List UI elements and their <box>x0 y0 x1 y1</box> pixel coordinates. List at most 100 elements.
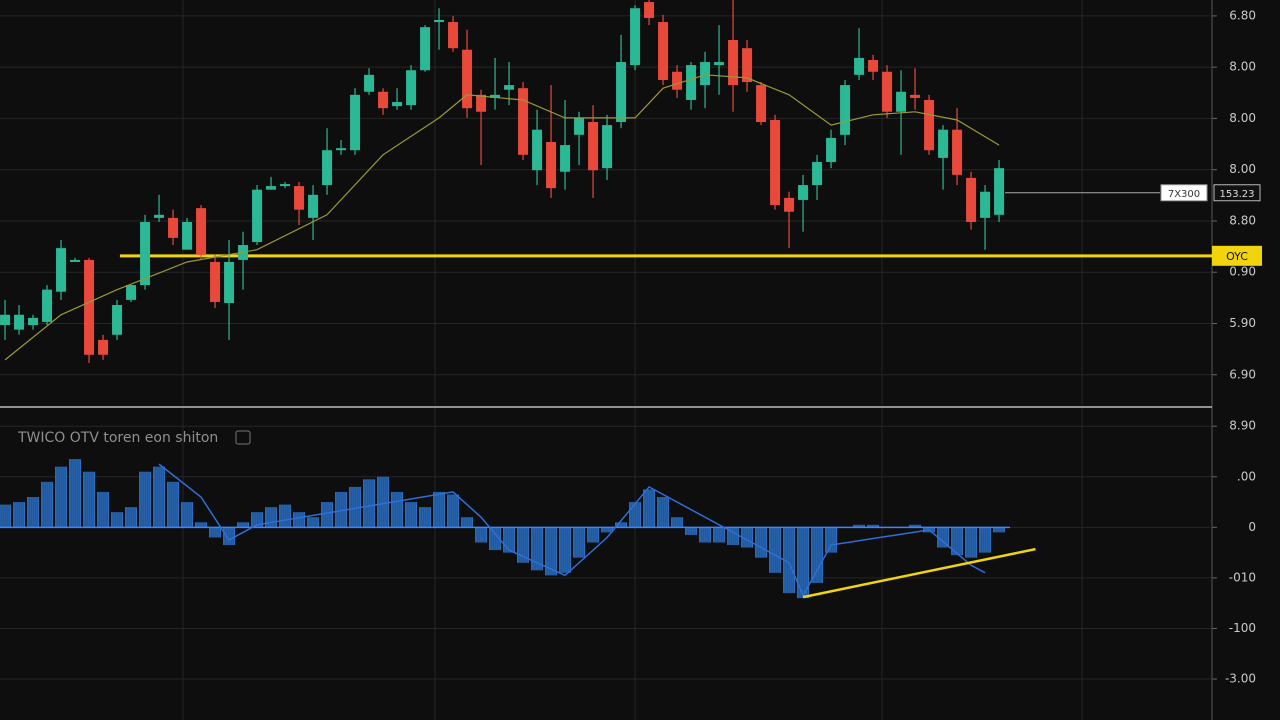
last-price-label: 7X300 <box>1168 189 1200 200</box>
candle-body <box>896 91 907 112</box>
y-tick-label: 0 <box>1248 520 1256 534</box>
candle-body <box>490 94 501 98</box>
candle-body <box>378 91 389 109</box>
y-tick-label: -010 <box>1229 570 1256 584</box>
last-price-box <box>1213 184 1261 202</box>
level-label: OYC <box>1226 250 1248 263</box>
y-tick-label: .00 <box>1237 469 1256 483</box>
candle-body <box>728 39 739 86</box>
candle-body <box>28 317 39 326</box>
candle-body <box>266 186 277 190</box>
indicator-title: TWICO OTV toren eon shiton <box>17 430 218 446</box>
candle-body <box>14 314 25 330</box>
candle-body <box>140 221 151 286</box>
y-tick-label: 5.90 <box>1229 316 1256 330</box>
candle-body <box>616 62 627 123</box>
candle-body <box>742 48 753 83</box>
candle-body <box>336 148 347 151</box>
candle-body <box>182 221 193 250</box>
trendline <box>802 547 1036 599</box>
candle-body <box>644 2 655 18</box>
candle-body <box>924 99 935 151</box>
y-tick-label: 8.90 <box>1229 419 1256 433</box>
last-price-label: 153.23 <box>1220 189 1255 200</box>
candle-body <box>602 125 613 169</box>
candle-body <box>350 94 361 151</box>
y-tick-label: 8.80 <box>1229 213 1256 227</box>
candle-body <box>882 71 893 112</box>
candle-body <box>210 261 221 302</box>
candle-body <box>812 162 823 186</box>
candle-body <box>70 259 81 262</box>
candle-body <box>560 145 571 172</box>
candle-body <box>770 119 781 206</box>
y-tick-label: -3.00 <box>1225 672 1256 686</box>
candle-body <box>392 102 403 107</box>
candle-body <box>168 217 179 238</box>
candle-body <box>252 189 263 242</box>
candle-body <box>196 208 207 255</box>
candle-body <box>700 62 711 86</box>
candle-body <box>42 289 53 322</box>
candle-body <box>574 117 585 135</box>
candle-body <box>98 339 109 355</box>
candle-body <box>0 314 11 326</box>
signal-line <box>158 463 986 598</box>
candle-body <box>420 27 431 71</box>
y-tick-label: 0.90 <box>1229 265 1256 279</box>
y-tick-label: 6.80 <box>1229 8 1256 22</box>
y-tick-label: 8.00 <box>1229 162 1256 176</box>
candle-body <box>406 70 417 106</box>
candle-body <box>994 168 1005 215</box>
candle-body <box>308 194 319 218</box>
candle-body <box>434 19 445 23</box>
candle-body <box>938 129 949 158</box>
candle-body <box>476 94 487 112</box>
settings-icon[interactable] <box>235 430 251 445</box>
candle-body <box>910 94 921 98</box>
candle-body <box>798 185 809 200</box>
candle-body <box>966 177 977 222</box>
candle-body <box>658 22 669 80</box>
y-tick-label: 8.00 <box>1229 111 1256 125</box>
candle-body <box>854 57 865 75</box>
candle-body <box>224 261 235 303</box>
candle-body <box>504 85 515 90</box>
candle-body <box>154 214 165 218</box>
candle-body <box>686 65 697 100</box>
level-badge <box>1212 245 1262 266</box>
candle-body <box>56 248 67 292</box>
histogram-bar <box>0 504 12 528</box>
moving-average <box>4 74 1000 361</box>
candle-body <box>546 142 557 189</box>
candle-body <box>826 137 837 162</box>
candle-body <box>448 22 459 49</box>
candle-body <box>518 88 529 155</box>
y-tick-label: -100 <box>1229 621 1256 635</box>
candle-body <box>868 59 879 72</box>
candle-body <box>952 129 963 175</box>
candle-body <box>280 184 291 187</box>
candle-body <box>294 186 305 210</box>
y-tick-label: 6.90 <box>1229 367 1256 381</box>
y-tick-label: 8.00 <box>1229 60 1256 74</box>
candle-body <box>84 259 95 355</box>
candle-body <box>756 85 767 123</box>
candle-body <box>532 129 543 171</box>
candle-body <box>980 191 991 218</box>
candle-body <box>322 150 333 186</box>
candle-body <box>672 71 683 90</box>
candle-body <box>630 8 641 66</box>
candle-body <box>714 62 725 66</box>
candle-body <box>462 49 473 109</box>
candle-body <box>784 197 795 212</box>
candle-body <box>364 74 375 92</box>
candle-body <box>112 305 123 335</box>
candle-body <box>588 122 599 171</box>
candle-body <box>126 285 137 300</box>
candle-body <box>840 85 851 135</box>
last-price-box <box>1160 184 1208 202</box>
